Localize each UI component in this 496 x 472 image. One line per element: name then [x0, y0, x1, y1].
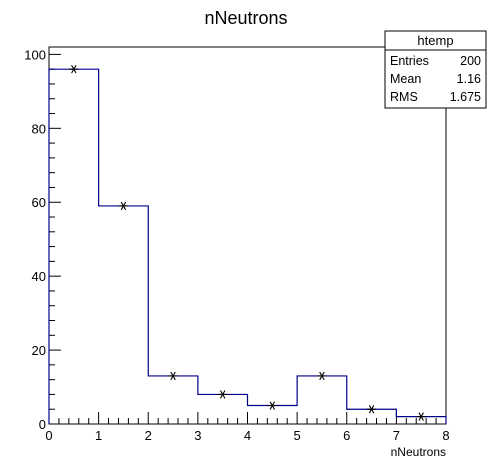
x-tick-label: 7	[393, 428, 400, 443]
x-axis-tick-labels: 0 1 2 3 4 5 6 7 8	[45, 428, 449, 443]
x-tick-label: 4	[244, 428, 251, 443]
y-tick-label: 60	[32, 195, 46, 210]
x-tick-label: 3	[194, 428, 201, 443]
y-axis-ticks	[49, 53, 61, 425]
stats-mean-value: 1.16	[457, 72, 481, 86]
y-tick-label: 20	[32, 343, 46, 358]
stats-entries-value: 200	[460, 54, 481, 68]
y-tick-label: 80	[32, 121, 46, 136]
stats-rms-label: RMS	[390, 90, 418, 104]
y-tick-label: 100	[24, 47, 46, 62]
x-tick-label: 5	[294, 428, 301, 443]
y-axis-tick-labels: 0 20 40 60 80 100	[24, 47, 46, 432]
x-axis-ticks	[48, 412, 447, 424]
stats-box-frame	[384, 30, 487, 109]
x-tick-label: 2	[145, 428, 152, 443]
bin-markers	[69, 64, 426, 421]
stats-box: htemp Entries 200 Mean 1.16 RMS 1.675	[384, 30, 487, 109]
bin-marker	[118, 201, 128, 211]
y-tick-label: 0	[39, 417, 46, 432]
stats-box-title: htemp	[417, 33, 453, 48]
x-tick-label: 6	[343, 428, 350, 443]
y-tick-label: 40	[32, 269, 46, 284]
bin-marker	[317, 371, 327, 381]
bin-marker	[416, 412, 426, 421]
x-tick-label: 8	[442, 428, 449, 443]
bin-marker	[367, 405, 377, 414]
stats-entries-label: Entries	[390, 54, 429, 68]
bin-marker	[267, 401, 277, 410]
bin-marker	[69, 64, 79, 74]
histogram-outline	[48, 68, 447, 424]
stats-mean-label: Mean	[390, 72, 421, 86]
chart-title: nNeutrons	[204, 8, 287, 28]
stats-rms-value: 1.675	[450, 90, 481, 104]
bin-marker	[168, 371, 178, 381]
bin-marker	[218, 390, 228, 399]
x-tick-label: 1	[95, 428, 102, 443]
x-tick-label: 0	[45, 428, 52, 443]
x-axis-title: nNeutrons	[391, 445, 446, 459]
